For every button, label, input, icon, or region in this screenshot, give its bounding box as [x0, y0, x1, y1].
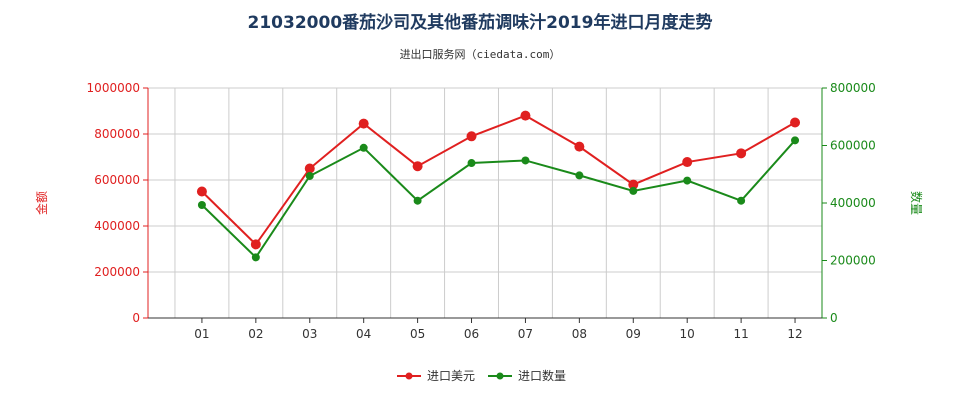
x-tick-label: 12 — [787, 327, 802, 341]
legend-label: 进口数量 — [518, 368, 566, 383]
data-point — [736, 148, 747, 159]
x-tick-label: 10 — [680, 327, 695, 341]
x-tick-label: 06 — [464, 327, 479, 341]
data-point — [520, 110, 531, 121]
x-tick-label: 02 — [248, 327, 263, 341]
data-point — [466, 131, 477, 142]
axes: 0 200000 400000 600000 800000 1000000 0 200000 4… — [87, 81, 876, 341]
data-point — [251, 253, 260, 262]
series-lines — [196, 110, 801, 262]
data-point — [467, 159, 476, 168]
grid-lines — [148, 87, 823, 319]
data-point — [574, 141, 585, 152]
x-tick-label: 01 — [194, 327, 209, 341]
data-point — [250, 239, 261, 250]
data-point — [790, 117, 801, 128]
x-tick-label: 03 — [302, 327, 317, 341]
x-tick-label: 11 — [733, 327, 748, 341]
data-point — [359, 143, 368, 152]
data-point — [628, 179, 639, 190]
x-tick-label: 08 — [572, 327, 587, 341]
left-tick-label: 600000 — [94, 173, 140, 187]
data-point — [413, 196, 422, 205]
data-point — [412, 161, 423, 172]
data-point — [575, 171, 584, 180]
left-tick-label: 1000000 — [87, 81, 140, 95]
data-point — [305, 171, 314, 180]
legend: 进口美元 进口数量 — [397, 368, 566, 383]
legend-swatch-marker — [496, 372, 504, 380]
x-tick-label: 07 — [518, 327, 533, 341]
left-tick-label: 400000 — [94, 219, 140, 233]
data-point — [521, 156, 530, 165]
left-tick-label: 800000 — [94, 127, 140, 141]
series-line — [201, 139, 796, 259]
legend-label: 进口美元 — [427, 369, 475, 383]
data-point — [358, 118, 369, 129]
data-point — [682, 157, 693, 168]
right-tick-label: 400000 — [830, 196, 876, 210]
chart-title: 21032000番茄沙司及其他番茄调味汁2019年进口月度走势 — [247, 13, 713, 33]
legend-swatch-marker — [405, 372, 413, 380]
right-axis-label: 数量 — [909, 191, 924, 215]
left-tick-label: 200000 — [94, 265, 140, 279]
data-point — [737, 196, 746, 205]
data-point — [304, 163, 315, 174]
data-point — [683, 176, 692, 185]
chart-subtitle: 进出口服务网（ciedata.com） — [399, 48, 561, 61]
right-tick-label: 0 — [830, 311, 838, 325]
x-tick-label: 09 — [626, 327, 641, 341]
right-tick-label: 200000 — [830, 254, 876, 268]
x-tick-label: 05 — [410, 327, 425, 341]
left-tick-label: 0 — [132, 311, 140, 325]
x-tick-label: 04 — [356, 327, 371, 341]
data-point — [629, 186, 638, 195]
series-line — [201, 114, 796, 246]
data-point — [197, 201, 206, 210]
data-point — [791, 136, 800, 145]
left-axis-label: 金额 — [34, 191, 49, 215]
right-tick-label: 600000 — [830, 139, 876, 153]
right-tick-label: 800000 — [830, 81, 876, 95]
data-point — [196, 186, 207, 197]
